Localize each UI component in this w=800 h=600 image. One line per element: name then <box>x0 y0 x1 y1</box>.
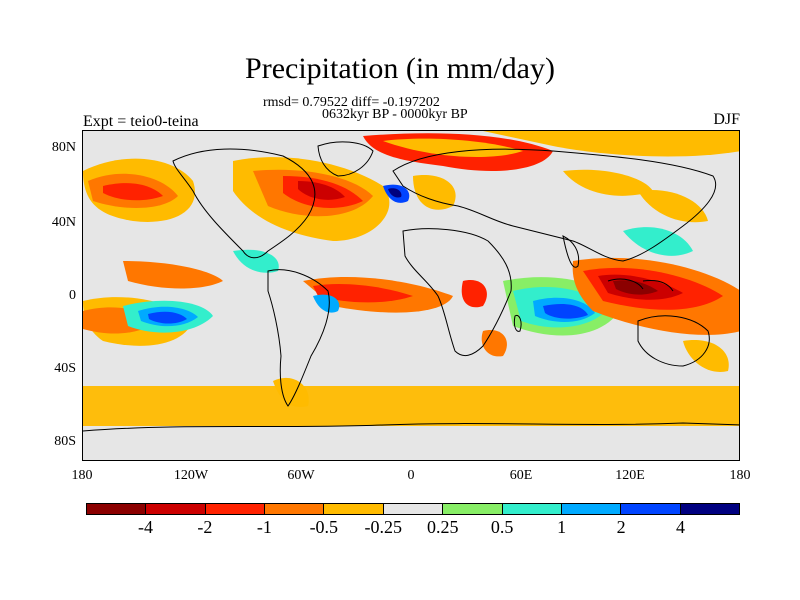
season-label: DJF <box>713 111 740 128</box>
lon-label-180w: 180 <box>71 468 93 483</box>
period-subtitle: 0632kyr BP - 0000kyr BP <box>322 107 468 122</box>
colorbar-swatch <box>87 504 147 514</box>
colorbar-swatch <box>621 504 681 514</box>
colorbar-label: -0.5 <box>309 517 339 537</box>
colorbar-label: -1 <box>256 517 272 537</box>
colorbar-label: 2 <box>616 517 626 537</box>
colorbar-label: -2 <box>197 517 213 537</box>
colorbar-swatch <box>265 504 325 514</box>
lat-label-40s: 40S <box>54 361 76 376</box>
colorbar-label: -0.25 <box>364 517 403 537</box>
colorbar-swatch <box>680 504 739 514</box>
lat-label-eq: 0 <box>69 288 76 303</box>
map-title: Precipitation (in mm/day) <box>245 52 555 85</box>
lon-label-120e: 120E <box>615 468 645 483</box>
colorbar-swatch <box>443 504 503 514</box>
lat-label-80s: 80S <box>54 434 76 449</box>
colorbar <box>86 503 740 515</box>
lon-label-120w: 120W <box>173 468 209 483</box>
lon-label-60w: 60W <box>287 468 315 483</box>
colorbar-swatch <box>146 504 206 514</box>
experiment-label: Expt = teio0-teina <box>83 113 199 130</box>
colorbar-swatch <box>205 504 266 514</box>
colorbar-label: 0.25 <box>426 517 459 537</box>
stats-subtitle: rmsd= 0.79522 diff= -0.197202 <box>263 95 440 110</box>
lon-label-0: 0 <box>407 468 415 483</box>
colorbar-swatch <box>383 504 444 514</box>
lon-label-60e: 60E <box>509 468 533 483</box>
colorbar-label: 0.5 <box>490 517 514 537</box>
lat-label-40n: 40N <box>51 215 76 230</box>
lon-label-180e: 180 <box>729 468 751 483</box>
colorbar-swatch <box>561 504 622 514</box>
colorbar-swatch <box>502 504 562 514</box>
colorbar-swatch <box>324 504 384 514</box>
map-canvas <box>83 131 739 460</box>
colorbar-label: -4 <box>137 517 153 537</box>
precip-anomaly-map <box>82 130 740 461</box>
colorbar-label: 1 <box>557 517 567 537</box>
colorbar-label: 4 <box>676 517 686 537</box>
lat-label-80n: 80N <box>51 140 76 155</box>
